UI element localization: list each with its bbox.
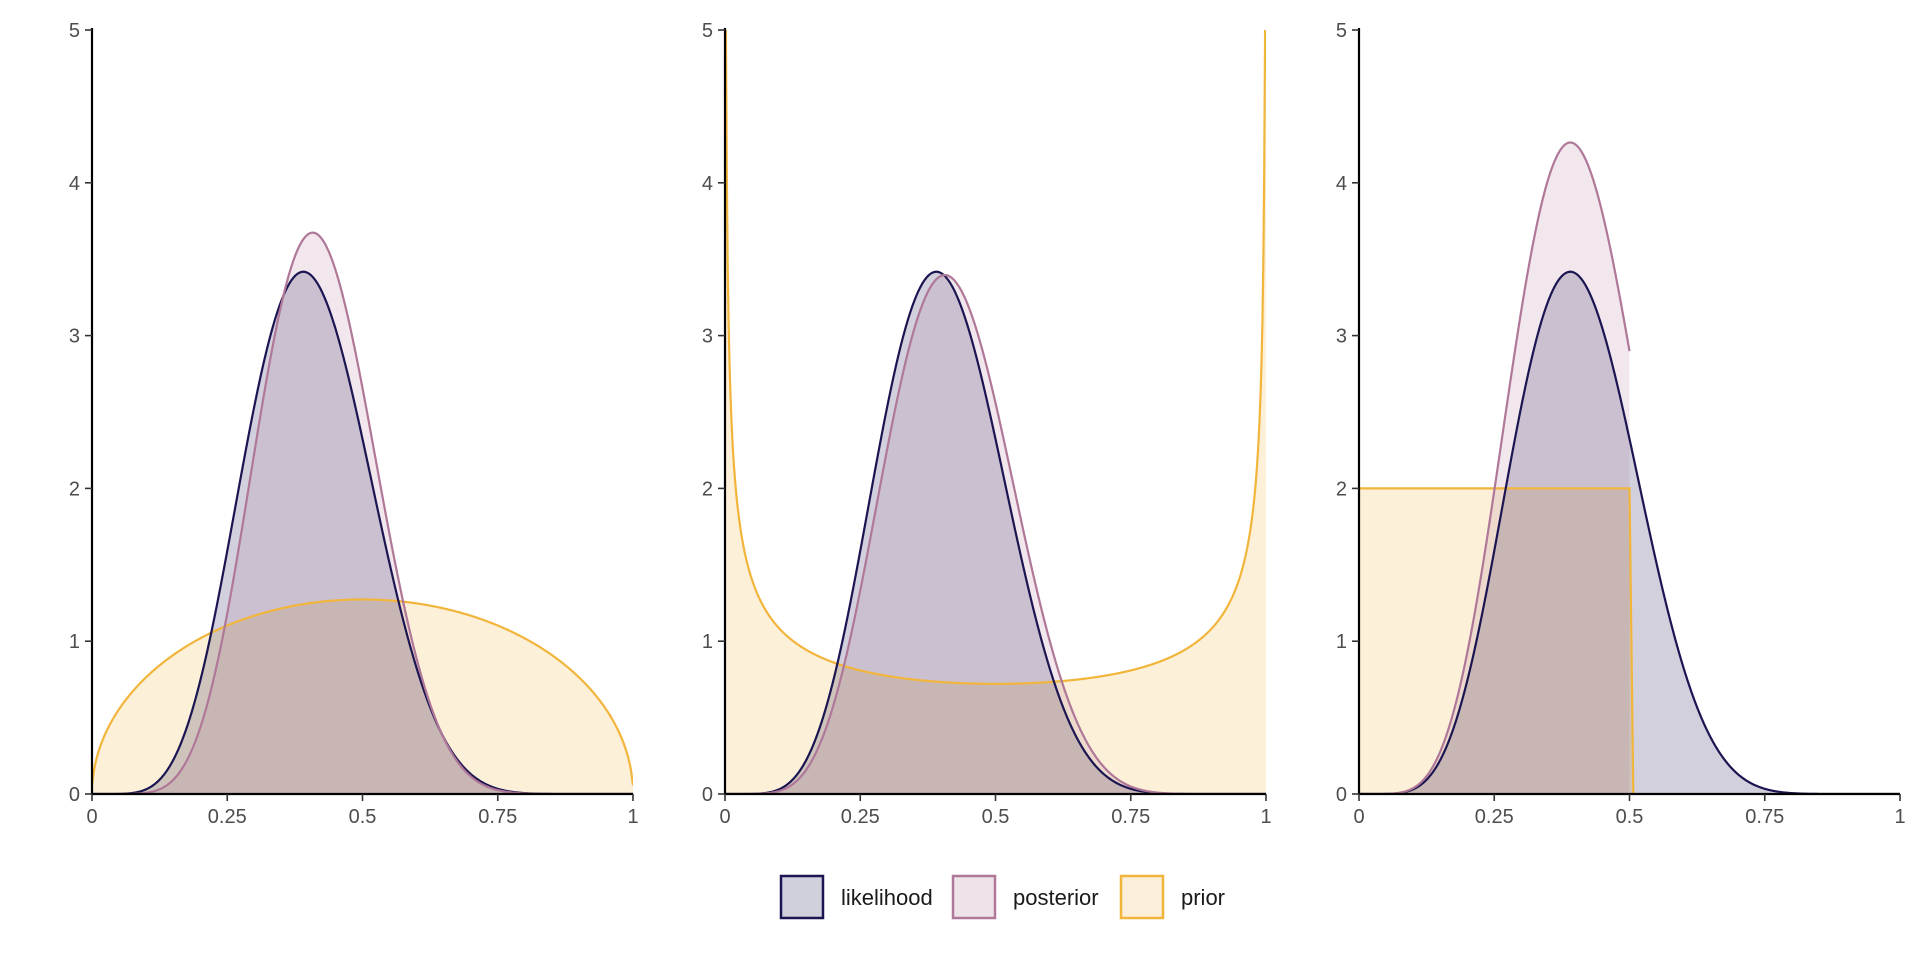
y-tick-label: 1 (1336, 631, 1347, 653)
likelihood-area-left (92, 271, 633, 794)
prior-line-left (92, 598, 633, 786)
prior-area-middle (725, 30, 1266, 794)
y-tick-label: 0 (69, 784, 80, 806)
y-tick-label: 3 (702, 326, 713, 348)
x-tick-label: 0.25 (208, 806, 247, 828)
x-tick-label: 1 (1260, 806, 1271, 828)
x-tick-label: 0.25 (841, 806, 880, 828)
y-tick-label: 5 (69, 20, 80, 42)
y-tick-label: 4 (1336, 173, 1347, 195)
posterior-area-left (92, 232, 633, 794)
y-tick-label: 1 (702, 631, 713, 653)
posterior-line-right (1359, 141, 1631, 794)
legend-label-likelihood: likelihood (841, 885, 933, 910)
chart-panels: 0 1 2 3 4 5 0 0.25 0.5 0.75 1 0 1 2 3 4 5 0 0.25 0.5 0.75 1 0 1… (69, 20, 1906, 828)
x-tick-label: 0.5 (349, 806, 377, 828)
y-tick-label: 5 (702, 20, 713, 42)
y-tick-label: 5 (1336, 20, 1347, 42)
posterior-area-middle (725, 275, 1266, 794)
x-tick-label: 0 (1353, 806, 1364, 828)
x-tick-label: 0.75 (478, 806, 517, 828)
x-tick-label: 0.75 (1111, 806, 1150, 828)
y-tick-label: 1 (69, 631, 80, 653)
y-tick-label: 3 (1336, 326, 1347, 348)
legend-key-prior (1119, 874, 1165, 920)
legend-key-likelihood (779, 874, 825, 920)
x-tick-label: 0 (719, 806, 730, 828)
y-tick-label: 2 (69, 478, 80, 500)
y-tick-label: 2 (1336, 478, 1347, 500)
prior-area-left (92, 599, 633, 794)
y-tick-label: 0 (1336, 784, 1347, 806)
chart-panel-right: 0 1 2 3 4 5 0 0.25 0.5 0.75 1 (1336, 20, 1906, 828)
y-tick-label: 3 (69, 326, 80, 348)
x-tick-label: 0.25 (1475, 806, 1514, 828)
y-tick-label: 4 (702, 173, 713, 195)
prior-area-right (1359, 488, 1634, 794)
y-tick-label: 2 (702, 478, 713, 500)
legend-key-posterior (951, 874, 997, 920)
legend: likelihood posterior prior (779, 874, 1225, 920)
x-tick-label: 0.5 (1616, 806, 1644, 828)
legend-label-prior: prior (1181, 885, 1225, 910)
chart-panel-left: 0 1 2 3 4 5 0 0.25 0.5 0.75 1 (69, 20, 639, 828)
y-tick-label: 0 (702, 784, 713, 806)
chart-panel-middle: 0 1 2 3 4 5 0 0.25 0.5 0.75 1 (702, 20, 1272, 828)
legend-label-posterior: posterior (1013, 885, 1099, 910)
x-tick-label: 1 (627, 806, 638, 828)
prior-line-middle (725, 30, 1266, 685)
y-tick-label: 4 (69, 173, 80, 195)
x-tick-label: 0.75 (1745, 806, 1784, 828)
x-tick-label: 1 (1894, 806, 1905, 828)
likelihood-area-middle (725, 271, 1266, 794)
x-tick-label: 0.5 (982, 806, 1010, 828)
x-tick-label: 0 (86, 806, 97, 828)
posterior-area-right (1359, 142, 1630, 794)
